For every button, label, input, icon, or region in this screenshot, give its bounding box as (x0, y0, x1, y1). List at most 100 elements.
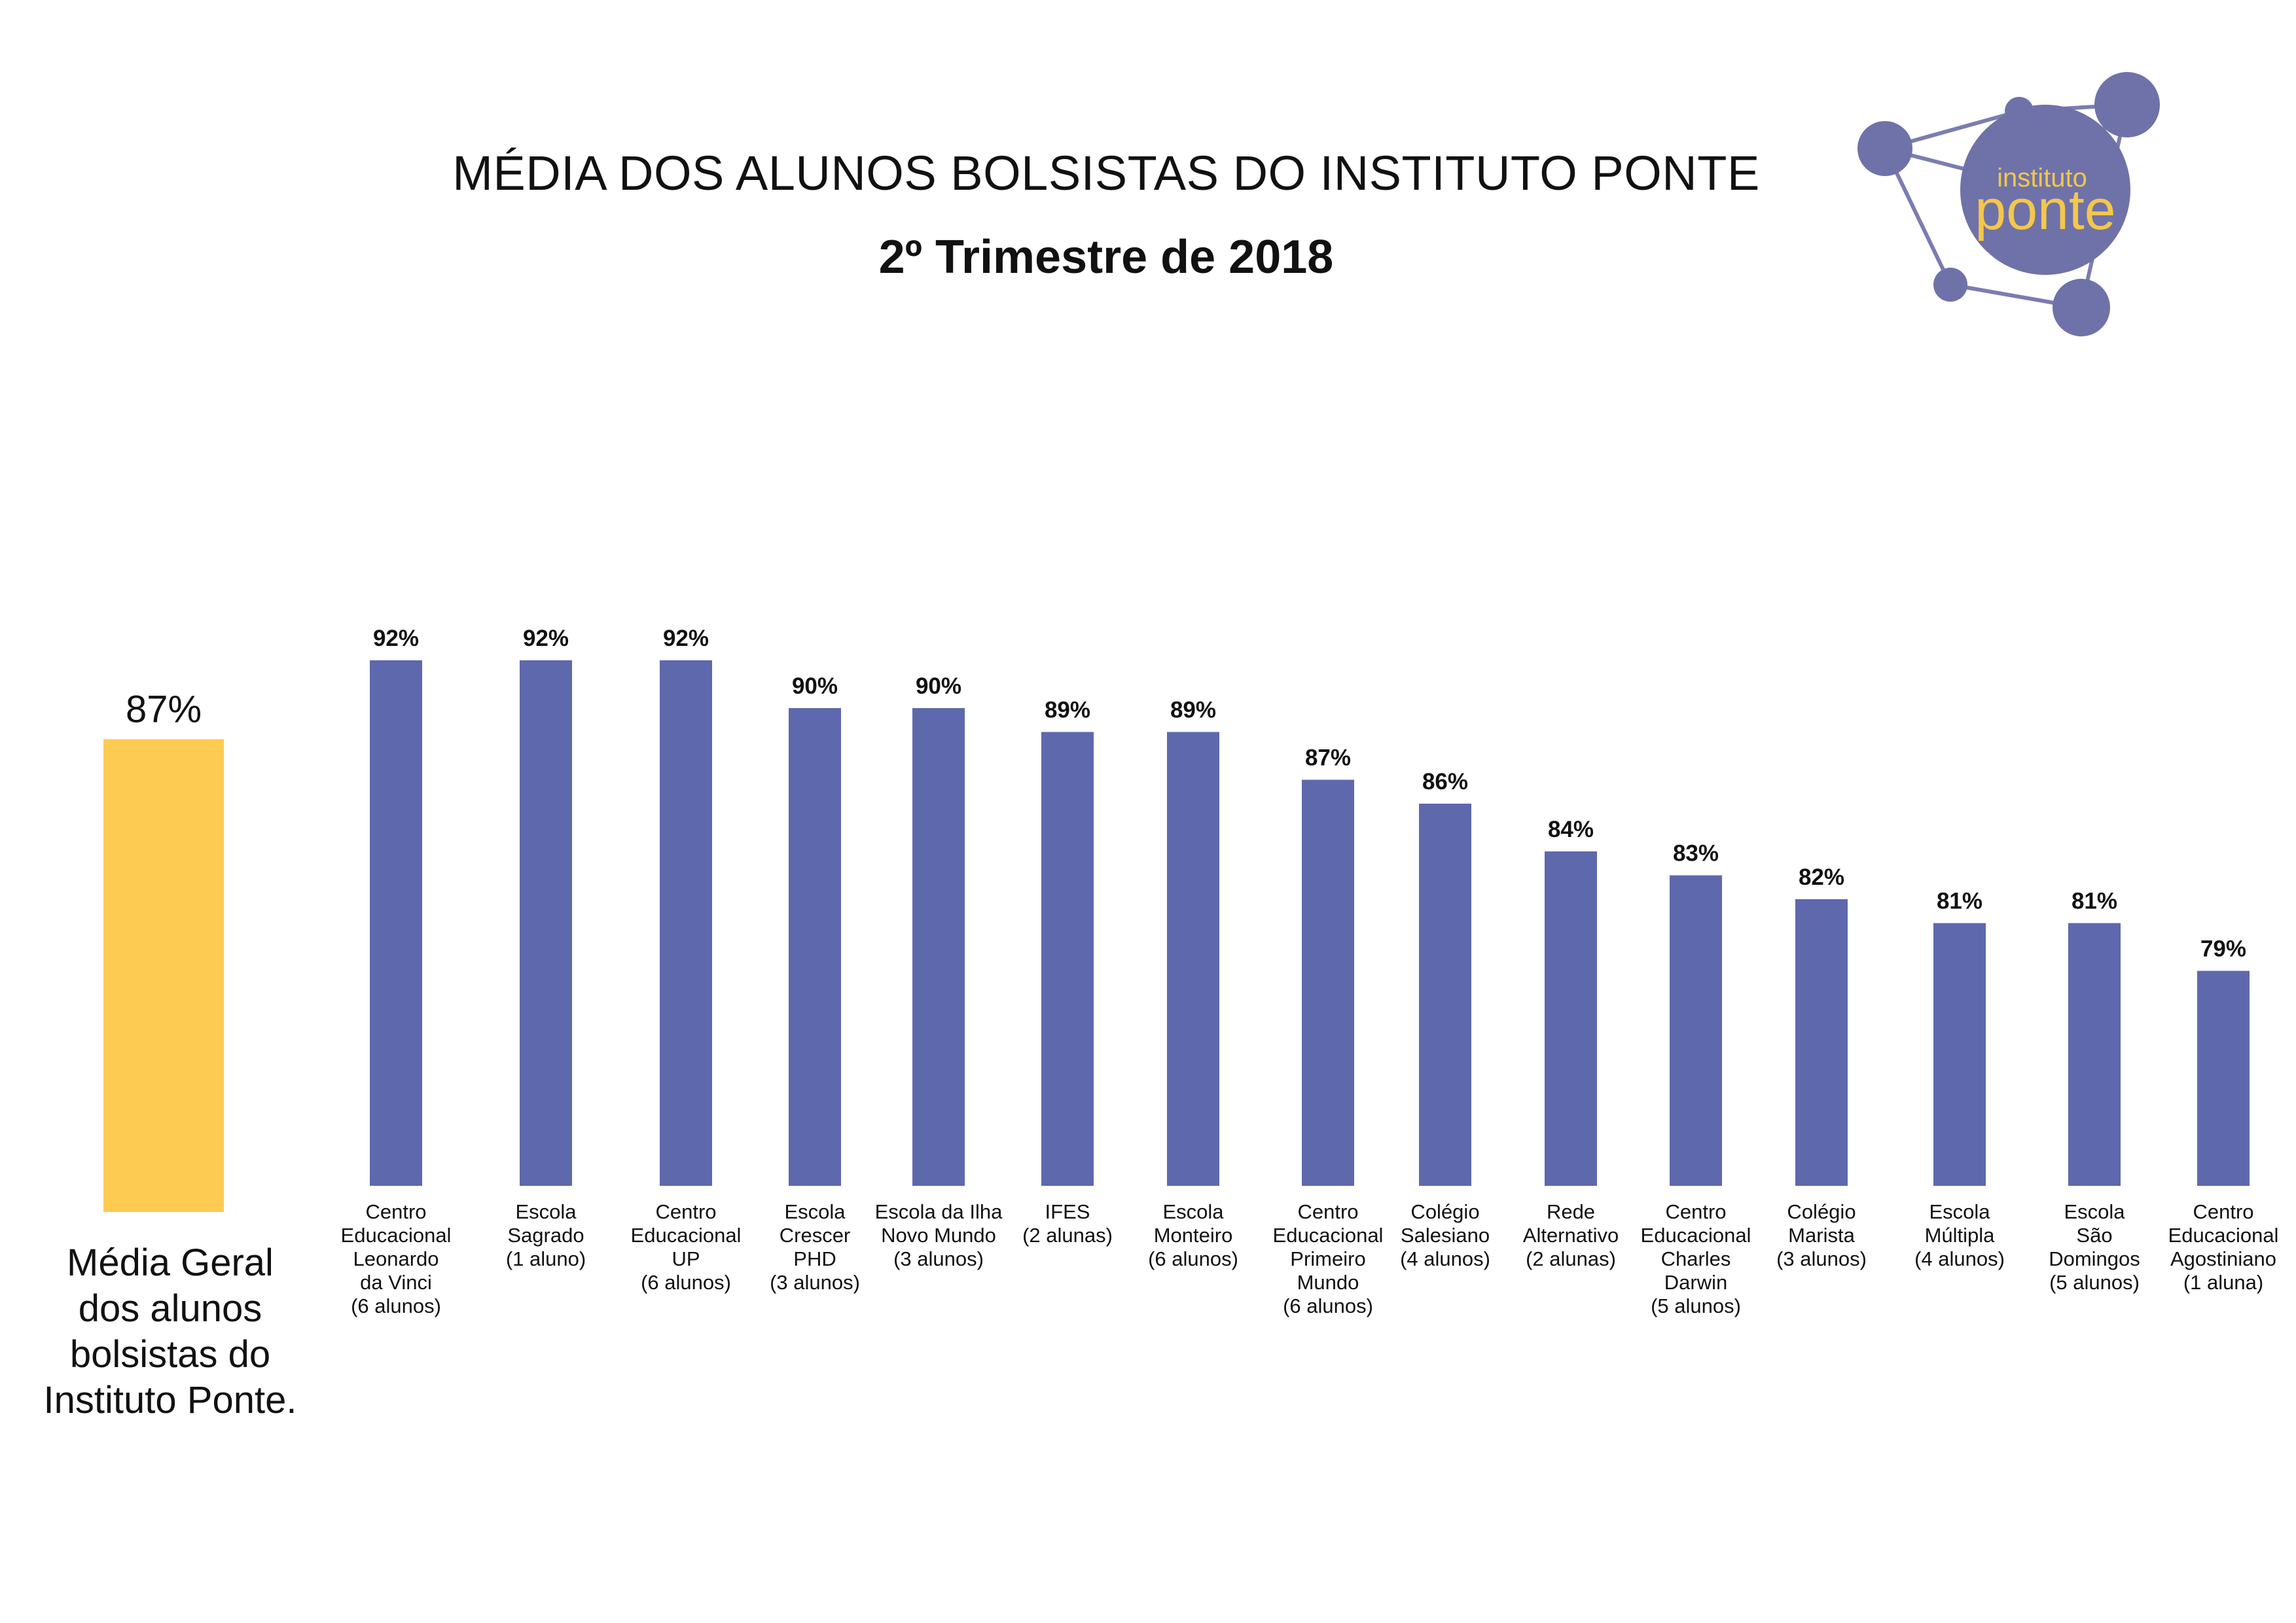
chart-title: MÉDIA DOS ALUNOS BOLSISTAS DO INSTITUTO … (452, 146, 1760, 200)
category-label: Escola Crescer PHD (3 alunos) (770, 1200, 860, 1294)
category-label-line: Educacional (630, 1224, 742, 1247)
category-label-line: Salesiano (1400, 1224, 1490, 1247)
category-label-line: Rede (1546, 1200, 1596, 1223)
bar (2197, 971, 2250, 1186)
bar (660, 660, 712, 1186)
category-label: Centro Educacional Agostiniano (1 aluna) (2168, 1200, 2279, 1294)
average-value-label: 87% (126, 688, 202, 731)
bar (370, 660, 422, 1186)
bar (520, 660, 572, 1186)
category-label-line: da Vinci (360, 1271, 432, 1294)
bar-value-label: 89% (1045, 698, 1090, 723)
category-label: Colégio Marista (3 alunos) (1776, 1200, 1867, 1271)
category-label: Centro Educacional Leonardo da Vinci (6 alun… (341, 1200, 452, 1318)
category-label: Centro Educacional UP (6 alunos) (631, 1200, 742, 1294)
average-caption-line: Instituto Ponte. (43, 1379, 297, 1421)
bar-value-label: 92% (663, 626, 709, 651)
category-label-line: Centro (365, 1200, 427, 1223)
category-label-line: Escola (1929, 1200, 1990, 1223)
category-label-line: Agostiniano (2170, 1247, 2276, 1270)
category-label: Escola Sagrado (1 aluno) (506, 1200, 586, 1271)
bar-value-label: 79% (2200, 936, 2246, 962)
bar (1167, 732, 1219, 1186)
category-label: Escola da Ilha Novo Mundo (3 alunos) (875, 1200, 1003, 1271)
average-caption-line: bolsistas do (69, 1333, 271, 1376)
category-label-line: PHD (793, 1247, 836, 1270)
average-caption-line: dos alunos (78, 1287, 262, 1330)
category-label-line: (2 alunas) (1022, 1224, 1113, 1247)
category-label-line: (2 alunas) (1526, 1247, 1616, 1270)
category-label-line: Centro (1665, 1200, 1727, 1223)
bar (912, 708, 965, 1186)
category-label-line: Domingos (2049, 1247, 2140, 1270)
bar (1545, 851, 1597, 1186)
category-label-line: Crescer (779, 1224, 851, 1247)
category-label: IFES (2 alunas) (1022, 1200, 1113, 1247)
category-label-line: (6 alunos) (1283, 1294, 1373, 1317)
category-label-line: (3 alunos) (893, 1247, 984, 1270)
category-label: Escola Múltipla (4 alunos) (1914, 1200, 2005, 1271)
logo-text-ponte: ponte (1975, 179, 2115, 241)
bar-value-label: 83% (1673, 841, 1719, 866)
bar-value-label: 81% (1937, 889, 1982, 914)
category-label-line: (4 alunos) (1914, 1247, 2005, 1270)
category-label-line: Educacional (340, 1224, 452, 1247)
category-label: Centro Educacional Primeiro Mundo (6 alunos) (1273, 1200, 1384, 1318)
bar (789, 708, 841, 1186)
bar-value-label: 82% (1799, 865, 1844, 890)
category-label-line: IFES (1045, 1200, 1090, 1223)
category-label-line: Centro (1297, 1200, 1359, 1223)
category-label-line: Escola (1162, 1200, 1224, 1223)
bar-value-label: 84% (1548, 817, 1594, 842)
category-label-line: Leonardo (353, 1247, 439, 1270)
category-label-line: (5 alunos) (1651, 1294, 1741, 1317)
bar-value-label: 89% (1170, 698, 1216, 723)
logo-text-instituto: instituto (1997, 164, 2087, 192)
category-label-line: Educacional (1640, 1224, 1751, 1247)
category-label-line: Escola (2064, 1200, 2125, 1223)
category-label: Colégio Salesiano (4 alunos) (1400, 1200, 1490, 1271)
bar-value-label: 92% (523, 626, 569, 651)
bar (1419, 804, 1471, 1186)
bar-value-label: 90% (792, 673, 838, 699)
category-label-line: (4 alunos) (1400, 1247, 1490, 1270)
bar (1041, 732, 1094, 1186)
category-label: Rede Alternativo (2 alunas) (1523, 1200, 1619, 1271)
category-label-line: Primeiro (1290, 1247, 1366, 1270)
category-label-line: Marista (1788, 1224, 1855, 1247)
bar (1795, 899, 1848, 1186)
average-caption-line: Média Geral (67, 1241, 274, 1284)
category-label-line: Charles (1660, 1247, 1731, 1270)
bar-value-label: 86% (1422, 769, 1468, 794)
category-label-line: UP (672, 1247, 700, 1270)
category-label-line: (6 alunos) (641, 1271, 731, 1294)
category-label-line: Escola (784, 1200, 846, 1223)
bar-value-label: 92% (373, 626, 419, 651)
category-label-line: Sagrado (507, 1224, 584, 1247)
bar-value-label: 81% (2072, 889, 2117, 914)
category-label-line: (6 alunos) (351, 1294, 441, 1317)
category-label-line: Monteiro (1153, 1224, 1233, 1247)
category-label-line: Escola (515, 1200, 577, 1223)
instituto-ponte-logo: instituto ponte (1857, 72, 2160, 336)
chart-subtitle: 2º Trimestre de 2018 (878, 231, 1334, 283)
category-label-line: Centro (655, 1200, 717, 1223)
category-label-line: Alternativo (1522, 1224, 1619, 1247)
category-label-line: Colégio (1787, 1200, 1856, 1223)
category-label-line: (6 alunos) (1148, 1247, 1238, 1270)
category-label-line: (1 aluno) (505, 1247, 586, 1270)
category-label: Escola Monteiro (6 alunos) (1148, 1200, 1238, 1271)
bar (1933, 923, 1986, 1186)
category-label-line: Mundo (1297, 1271, 1359, 1294)
bar (2068, 923, 2121, 1186)
category-label-line: Novo Mundo (881, 1224, 996, 1247)
category-label-line: (3 alunos) (770, 1271, 860, 1294)
average-bar (103, 739, 224, 1212)
category-label-line: (3 alunos) (1776, 1247, 1867, 1270)
category-label-line: Escola da Ilha (874, 1200, 1003, 1223)
bar-value-label: 87% (1305, 745, 1351, 771)
category-label: Escola São Domingos (5 alunos) (2049, 1200, 2140, 1294)
bar (1302, 779, 1354, 1186)
category-label: Centro Educacional Charles Darwin (5 alunos) (1641, 1200, 1751, 1318)
